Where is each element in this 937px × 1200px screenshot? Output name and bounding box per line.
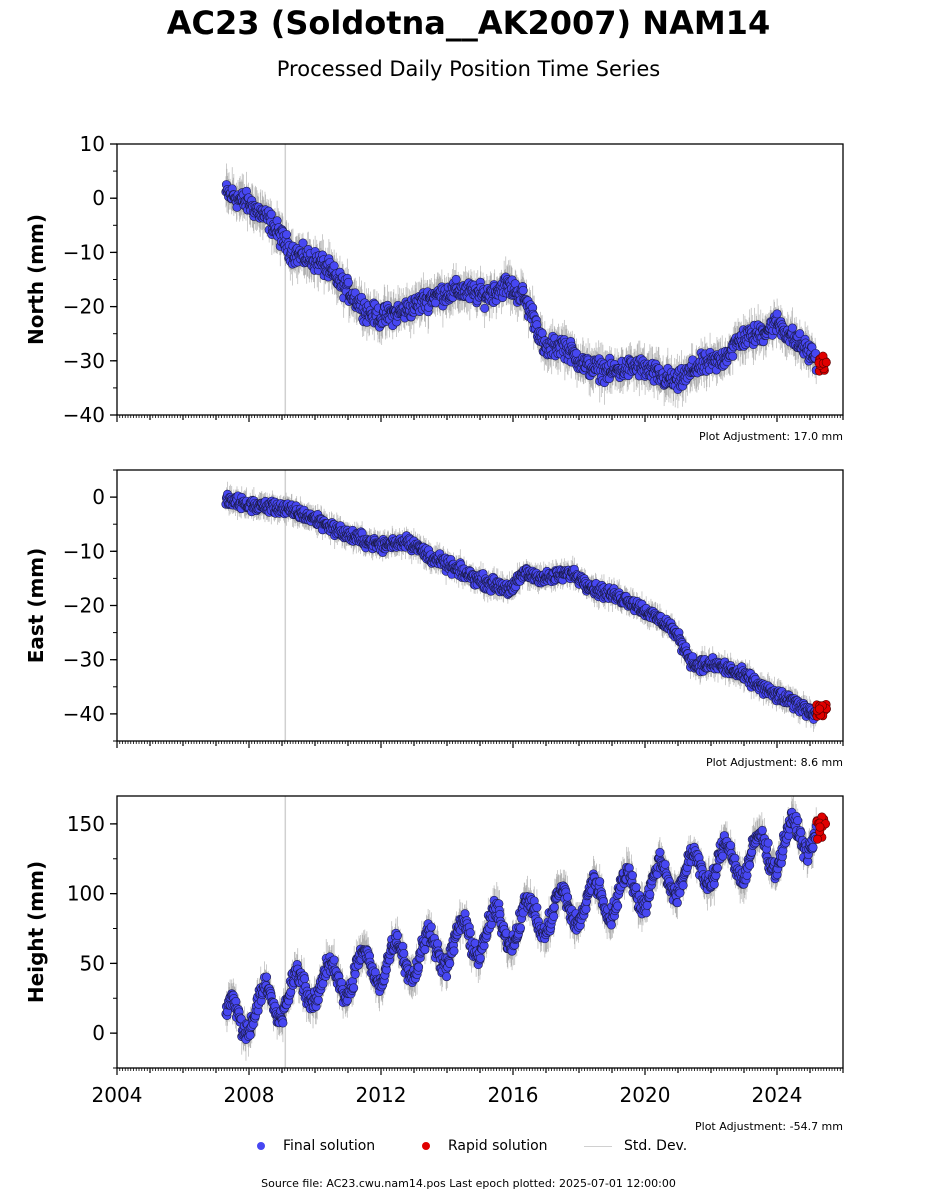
y-tick-label: 0 — [92, 186, 105, 210]
final-point — [518, 285, 528, 295]
y-tick-label: −10 — [63, 539, 105, 563]
y-tick-label: −30 — [63, 648, 105, 672]
final-point — [480, 303, 490, 313]
rapid-points — [814, 351, 831, 376]
final-point — [266, 209, 276, 219]
rapid-point — [815, 704, 825, 714]
rapid-points — [812, 699, 831, 721]
chart-title: AC23 (Soldotna__AK2007) NAM14 — [166, 4, 771, 42]
y-tick-label: −20 — [63, 594, 105, 618]
final-point — [451, 274, 461, 284]
y-tick-label: −20 — [63, 295, 105, 319]
final-point — [343, 277, 353, 287]
panel-frame — [116, 469, 844, 742]
plot-area — [221, 144, 831, 415]
plot-adjustment-note: Plot Adjustment: 17.0 mm — [699, 430, 843, 443]
y-tick-label: −40 — [63, 403, 105, 427]
chart-subtitle: Processed Daily Position Time Series — [276, 57, 661, 81]
final-points — [221, 180, 821, 394]
y-tick-label: −10 — [63, 240, 105, 264]
final-points — [221, 489, 821, 724]
y-axis-label: North (mm) — [24, 214, 48, 345]
panel-1: 10 0 −10 −20 −30 −40 North (mm) Plot Adjustment… — [24, 132, 844, 443]
rapid-point — [821, 357, 831, 367]
final-point — [772, 309, 782, 319]
final-point — [795, 329, 805, 339]
final-point — [298, 238, 308, 248]
y-tick-label: 10 — [80, 132, 105, 156]
final-point — [282, 230, 292, 240]
y-tick-label: −40 — [63, 702, 105, 726]
y-tick-label: 0 — [92, 485, 105, 509]
final-point — [728, 351, 738, 361]
y-tick-label: −30 — [63, 349, 105, 373]
final-point — [537, 328, 547, 338]
final-point — [787, 323, 797, 333]
plot-area — [221, 470, 831, 741]
